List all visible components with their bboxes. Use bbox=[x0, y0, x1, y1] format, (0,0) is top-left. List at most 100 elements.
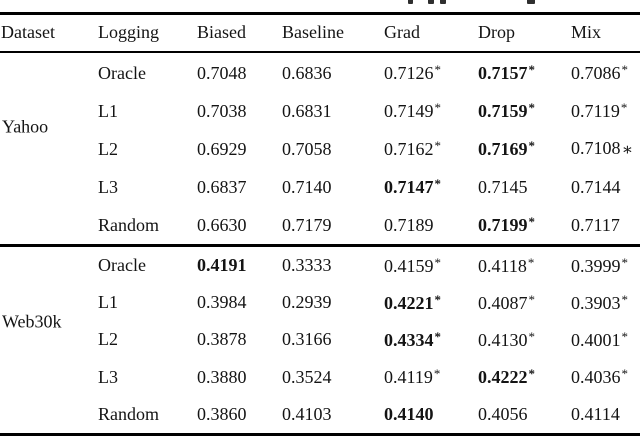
dataset-group-yahoo: Yahoo Oracle 0.7048 0.6836 0.7126* 0.7157* 0… bbox=[0, 54, 640, 244]
table-row: L2 0.3878 0.3166 0.4334* 0.4130* 0.4001* bbox=[0, 321, 640, 358]
logging-policy-label: Random bbox=[98, 214, 159, 235]
col-header-dataset: Dataset bbox=[1, 21, 55, 42]
table-row: Oracle 0.4191 0.3333 0.4159* 0.4118* 0.3999* bbox=[0, 247, 640, 284]
significance-asterisk: * bbox=[434, 138, 441, 154]
table-row: Random 0.3860 0.4103 0.4140 0.4056 0.4114 bbox=[0, 396, 640, 433]
significance-asterisk: ∗ bbox=[621, 139, 634, 159]
table-top-rule bbox=[0, 12, 640, 15]
table-row: Random 0.6630 0.7179 0.7189 0.7199* 0.7117 bbox=[0, 206, 640, 244]
table-row: Oracle 0.7048 0.6836 0.7126* 0.7157* 0.7086* bbox=[0, 54, 640, 92]
dataset-group-web30k: Web30k Oracle 0.4191 0.3333 0.4159* 0.4118*… bbox=[0, 247, 640, 433]
metric-value: 0.7086* bbox=[571, 62, 628, 83]
metric-value: 0.4140 bbox=[384, 403, 434, 424]
metric-value: 0.3333 bbox=[282, 255, 332, 276]
metric-value: 0.7189 bbox=[384, 214, 434, 235]
metric-value: 0.7169* bbox=[478, 138, 535, 159]
table-row: L3 0.3880 0.3524 0.4119* 0.4222* 0.4036* bbox=[0, 359, 640, 396]
logging-policy-label: Oracle bbox=[98, 255, 146, 276]
metric-value: 0.7058 bbox=[282, 138, 332, 159]
metric-value: 0.4222* bbox=[478, 366, 535, 388]
col-header-mix: Mix bbox=[571, 21, 602, 42]
metric-value: 0.4334* bbox=[384, 329, 441, 350]
metric-value: 0.7199* bbox=[478, 214, 535, 235]
significance-asterisk: * bbox=[621, 366, 628, 382]
clipped-glyph-fragment bbox=[527, 0, 535, 4]
metric-value: 0.4001* bbox=[571, 329, 628, 350]
logging-policy-label: L3 bbox=[98, 366, 118, 387]
significance-asterisk: * bbox=[434, 176, 441, 192]
metric-value: 0.7159* bbox=[478, 100, 535, 121]
logging-policy-label: Random bbox=[98, 403, 159, 424]
metric-value: 0.3984 bbox=[197, 292, 247, 313]
significance-asterisk: * bbox=[434, 62, 441, 78]
significance-asterisk: * bbox=[621, 62, 628, 78]
clipped-glyph-fragment bbox=[440, 0, 446, 4]
metric-value: 0.4103 bbox=[282, 403, 332, 424]
group-rows: Oracle 0.7048 0.6836 0.7126* 0.7157* 0.7086*… bbox=[0, 54, 640, 244]
significance-asterisk: * bbox=[621, 291, 628, 307]
metric-value: 0.3999* bbox=[571, 254, 628, 276]
metric-value: 0.6831 bbox=[282, 100, 332, 121]
significance-asterisk: * bbox=[527, 254, 535, 270]
metric-value: 0.4056 bbox=[478, 403, 528, 424]
metric-value: 0.7117 bbox=[571, 214, 620, 235]
metric-value: 0.7162* bbox=[384, 138, 441, 159]
metric-value: 0.6630 bbox=[197, 214, 247, 235]
logging-policy-label: L3 bbox=[98, 176, 118, 197]
significance-asterisk: * bbox=[434, 254, 441, 270]
table-row: L1 0.3984 0.2939 0.4221* 0.4087* 0.3903* bbox=[0, 284, 640, 321]
logging-policy-label: L1 bbox=[98, 292, 118, 313]
logging-policy-label: L2 bbox=[98, 138, 118, 159]
clipped-glyph-fragment bbox=[428, 0, 434, 4]
significance-asterisk: * bbox=[528, 138, 535, 154]
metric-value: 0.7149* bbox=[384, 100, 441, 121]
metric-value: 0.3860 bbox=[197, 403, 247, 424]
dataset-label-yahoo: Yahoo bbox=[2, 116, 49, 137]
metric-value: 0.6929 bbox=[197, 138, 247, 159]
metric-value: 0.7147* bbox=[384, 176, 441, 197]
metric-value: 0.4130* bbox=[478, 329, 535, 350]
metric-value: 0.4036* bbox=[571, 366, 628, 388]
significance-asterisk: * bbox=[434, 100, 441, 116]
metric-value: 0.4159* bbox=[384, 254, 441, 276]
metric-value: 0.7144 bbox=[571, 176, 621, 197]
significance-asterisk: * bbox=[528, 214, 535, 230]
metric-value: 0.7126* bbox=[384, 62, 441, 83]
metric-value: 0.3524 bbox=[282, 366, 332, 387]
significance-asterisk: * bbox=[621, 329, 628, 345]
table-row: L2 0.6929 0.7058 0.7162* 0.7169* 0.7108∗ bbox=[0, 130, 640, 168]
table-row: L1 0.7038 0.6831 0.7149* 0.7159* 0.7119* bbox=[0, 92, 640, 130]
significance-asterisk: * bbox=[528, 329, 535, 345]
metric-value: 0.6837 bbox=[197, 176, 247, 197]
col-header-baseline: Baseline bbox=[282, 21, 344, 42]
significance-asterisk: * bbox=[620, 100, 628, 116]
metric-value: 0.7048 bbox=[197, 62, 247, 83]
table-row: L3 0.6837 0.7140 0.7147* 0.7145 0.7144 bbox=[0, 168, 640, 206]
metric-value: 0.3878 bbox=[197, 329, 247, 350]
dataset-label-web30k: Web30k bbox=[2, 311, 62, 332]
logging-policy-label: Oracle bbox=[98, 62, 146, 83]
significance-asterisk: * bbox=[528, 100, 535, 116]
significance-asterisk: * bbox=[528, 62, 535, 78]
metric-value: 0.3880 bbox=[197, 366, 247, 387]
col-header-grad: Grad bbox=[384, 21, 420, 42]
clipped-glyph-fragment bbox=[408, 0, 413, 4]
header-separator-rule bbox=[0, 51, 640, 53]
significance-asterisk: * bbox=[434, 329, 441, 345]
col-header-drop: Drop bbox=[478, 21, 515, 42]
table-header-row: Dataset Logging Biased Baseline Grad Dro… bbox=[0, 13, 640, 51]
group-rows: Oracle 0.4191 0.3333 0.4159* 0.4118* 0.3999*… bbox=[0, 247, 640, 433]
significance-asterisk: * bbox=[528, 291, 535, 307]
metric-value: 0.4114 bbox=[571, 403, 620, 424]
significance-asterisk: * bbox=[434, 291, 441, 307]
metric-value: 0.7145 bbox=[478, 176, 528, 197]
metric-value: 0.4191 bbox=[197, 255, 247, 276]
metric-value: 0.3166 bbox=[282, 329, 332, 350]
group-separator-rule bbox=[0, 244, 640, 247]
metric-value: 0.7108∗ bbox=[571, 138, 634, 159]
metric-value: 0.2939 bbox=[282, 292, 332, 313]
col-header-logging: Logging bbox=[98, 21, 159, 42]
metric-value: 0.7119* bbox=[571, 100, 628, 121]
metric-value: 0.4221* bbox=[384, 291, 441, 313]
